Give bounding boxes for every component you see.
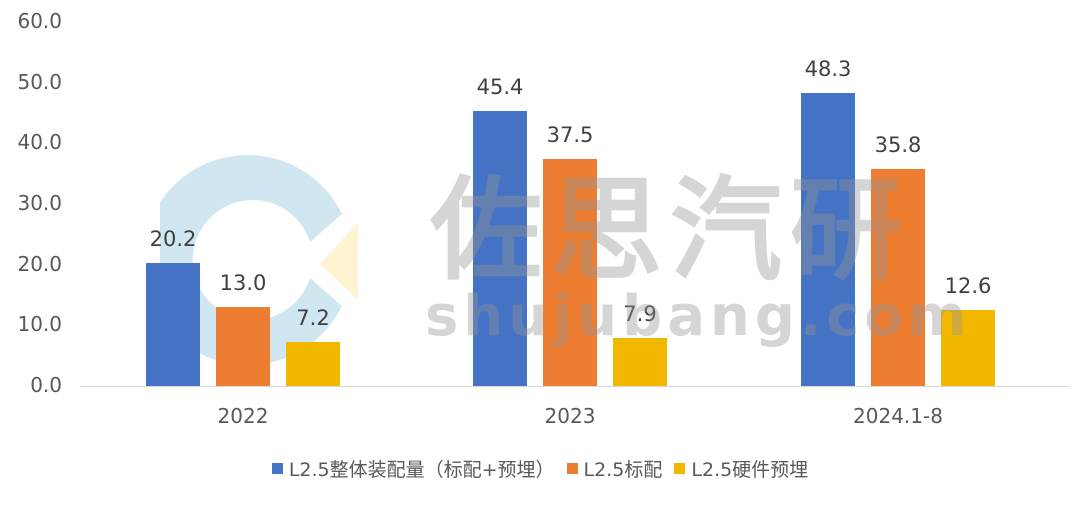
bar (613, 338, 667, 386)
x-tick-label: 2022 (217, 404, 269, 428)
x-tick-label: 2024.1-8 (853, 404, 943, 428)
data-label: 12.6 (944, 273, 992, 298)
data-label: 35.8 (874, 132, 922, 157)
y-tick-label: 40.0 (17, 130, 62, 155)
bar (286, 342, 340, 386)
legend-item: L2.5标配 (566, 455, 663, 482)
legend: L2.5整体装配量（标配+预埋） L2.5标配 L2.5硬件预埋 (0, 455, 1080, 482)
y-tick-label: 50.0 (17, 69, 62, 94)
legend-item: L2.5整体装配量（标配+预埋） (271, 455, 555, 482)
data-label: 7.2 (296, 306, 330, 331)
bar (216, 307, 270, 386)
x-tick-label: 2023 (544, 404, 596, 428)
data-label: 13.0 (219, 271, 267, 296)
x-axis-line (80, 386, 1070, 387)
watermark-en-text: shujubang.com (425, 284, 972, 349)
bar (941, 309, 995, 386)
data-label: 20.2 (149, 227, 197, 252)
bar (871, 168, 925, 386)
y-tick-label: 60.0 (17, 9, 62, 33)
y-tick-label: 20.0 (17, 251, 62, 276)
data-label: 45.4 (476, 74, 524, 99)
data-label: 37.5 (546, 122, 594, 147)
bar (473, 110, 527, 386)
bar (146, 263, 200, 386)
data-label: 7.9 (623, 302, 657, 327)
data-label: 48.3 (804, 56, 852, 81)
legend-item: L2.5硬件预埋 (674, 455, 808, 482)
watermark-cn-text: 佐思汽研 (430, 166, 910, 296)
legend-swatch-icon (566, 463, 578, 474)
y-tick-label: 10.0 (17, 312, 62, 337)
legend-label: L2.5整体装配量（标配+预埋） (288, 459, 555, 481)
bar (801, 92, 855, 386)
legend-label: L2.5硬件预埋 (691, 459, 809, 481)
legend-swatch-icon (674, 463, 686, 474)
y-tick-label: 0.0 (30, 373, 62, 397)
bar (543, 158, 597, 386)
legend-swatch-icon (271, 463, 283, 474)
legend-label: L2.5标配 (583, 459, 663, 481)
y-tick-label: 30.0 (17, 191, 62, 215)
